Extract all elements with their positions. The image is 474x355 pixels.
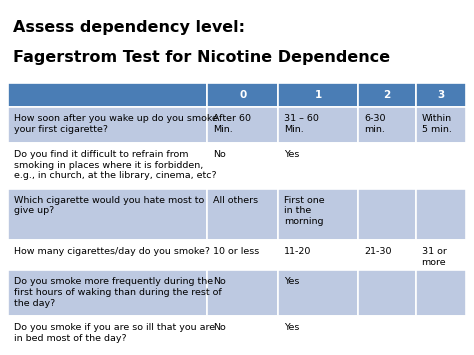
Bar bbox=[358, 271, 416, 316]
Text: Yes: Yes bbox=[284, 277, 300, 286]
Text: Yes: Yes bbox=[284, 150, 300, 159]
Text: 21-30: 21-30 bbox=[365, 247, 392, 256]
Bar bbox=[207, 316, 278, 351]
Bar bbox=[8, 83, 207, 107]
Text: All others: All others bbox=[213, 196, 258, 205]
Text: Do you find it difficult to refrain from
smoking in places where it is forbidden: Do you find it difficult to refrain from… bbox=[14, 150, 217, 180]
Text: No: No bbox=[213, 150, 226, 159]
Text: How soon after you wake up do you smoke
your first cigarette?: How soon after you wake up do you smoke … bbox=[14, 114, 218, 134]
Bar bbox=[358, 189, 416, 240]
Bar bbox=[207, 271, 278, 316]
Bar bbox=[358, 83, 416, 107]
Text: 31 or
more: 31 or more bbox=[421, 247, 447, 267]
Text: 6-30
min.: 6-30 min. bbox=[365, 114, 386, 134]
Bar bbox=[278, 143, 358, 189]
Text: Do you smoke if you are so ill that you are
in bed most of the day?: Do you smoke if you are so ill that you … bbox=[14, 323, 215, 343]
Bar bbox=[278, 189, 358, 240]
Bar bbox=[358, 143, 416, 189]
Bar bbox=[207, 83, 278, 107]
Text: Fagerstrom Test for Nicotine Dependence: Fagerstrom Test for Nicotine Dependence bbox=[13, 50, 390, 65]
Bar bbox=[358, 316, 416, 351]
Bar bbox=[416, 83, 466, 107]
Text: First one
in the
morning: First one in the morning bbox=[284, 196, 325, 226]
Bar bbox=[207, 143, 278, 189]
Text: 2: 2 bbox=[383, 90, 391, 100]
Text: 1: 1 bbox=[315, 90, 322, 100]
Text: How many cigarettes/day do you smoke?: How many cigarettes/day do you smoke? bbox=[14, 247, 210, 256]
Bar bbox=[416, 240, 466, 271]
Bar bbox=[278, 271, 358, 316]
Text: 11-20: 11-20 bbox=[284, 247, 311, 256]
Bar bbox=[358, 240, 416, 271]
Text: 31 – 60
Min.: 31 – 60 Min. bbox=[284, 114, 319, 134]
Text: Within
5 min.: Within 5 min. bbox=[421, 114, 452, 134]
Text: 3: 3 bbox=[437, 90, 445, 100]
Text: 10 or less: 10 or less bbox=[213, 247, 259, 256]
Bar bbox=[416, 189, 466, 240]
Bar bbox=[207, 107, 278, 143]
Bar bbox=[416, 316, 466, 351]
Text: Yes: Yes bbox=[284, 323, 300, 332]
Bar bbox=[8, 189, 207, 240]
Text: After 60
Min.: After 60 Min. bbox=[213, 114, 251, 134]
Bar bbox=[278, 316, 358, 351]
Text: No: No bbox=[213, 277, 226, 286]
Bar bbox=[8, 107, 207, 143]
Bar bbox=[207, 240, 278, 271]
Bar bbox=[416, 107, 466, 143]
Bar bbox=[416, 271, 466, 316]
Bar bbox=[416, 143, 466, 189]
Text: Assess dependency level:: Assess dependency level: bbox=[13, 20, 245, 35]
Bar bbox=[8, 316, 207, 351]
Text: No: No bbox=[213, 323, 226, 332]
Bar bbox=[278, 107, 358, 143]
Bar bbox=[358, 107, 416, 143]
Bar bbox=[8, 271, 207, 316]
Text: Do you smoke more frequently during the
first hours of waking than during the re: Do you smoke more frequently during the … bbox=[14, 277, 222, 308]
Bar bbox=[8, 143, 207, 189]
Bar bbox=[207, 189, 278, 240]
Bar bbox=[8, 240, 207, 271]
Text: 0: 0 bbox=[239, 90, 246, 100]
Text: Which cigarette would you hate most to
give up?: Which cigarette would you hate most to g… bbox=[14, 196, 204, 215]
Bar bbox=[278, 83, 358, 107]
Bar bbox=[278, 240, 358, 271]
